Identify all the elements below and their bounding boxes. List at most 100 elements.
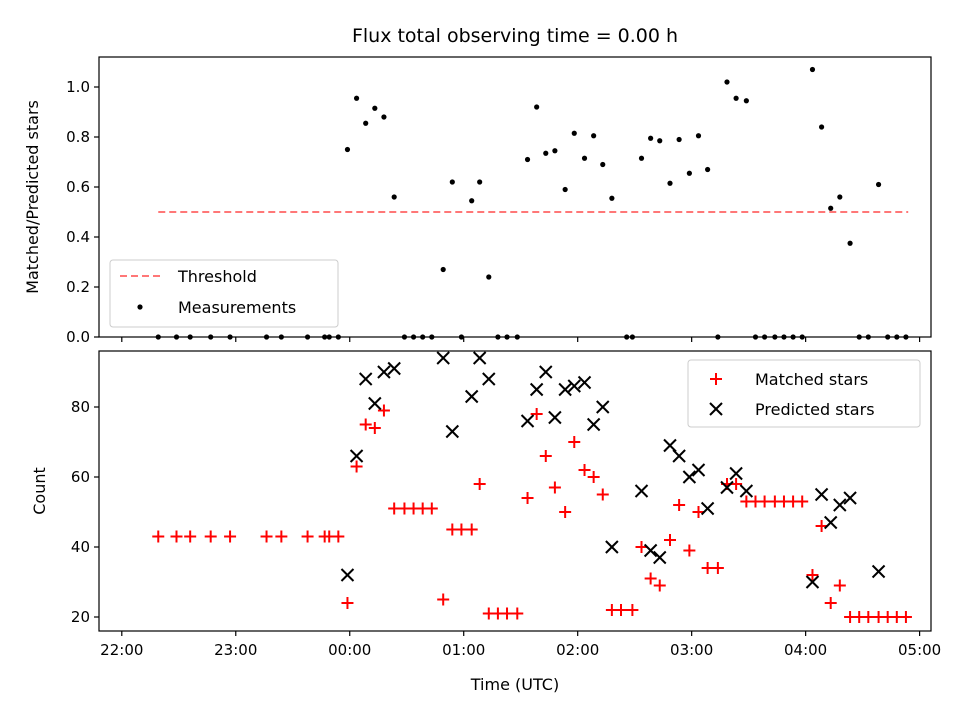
predicted-stars-point: [739, 484, 754, 498]
predicted-stars-point: [368, 396, 382, 411]
measurement-point: [543, 150, 549, 156]
matched-stars-point: [437, 593, 450, 606]
predicted-stars-point: [567, 379, 581, 393]
measurement-point: [344, 146, 351, 153]
matched-stars-point: [368, 422, 381, 434]
matched-stars-point: [170, 530, 183, 543]
measurement-point: [724, 79, 730, 85]
legend-measurements-swatch: [137, 304, 143, 310]
predicted-stars-point: [682, 470, 697, 484]
legend-matched-swatch: [710, 373, 722, 385]
measurement-point: [534, 104, 540, 110]
legend-predicted-label: Predicted stars: [755, 400, 875, 419]
measurement-point: [552, 148, 558, 154]
top-y-tick-label: 0.6: [66, 178, 90, 196]
matched-stars-point: [559, 506, 572, 518]
matched-stars-point: [152, 530, 165, 543]
top-legend-box: [109, 259, 339, 328]
matched-stars-point: [578, 464, 591, 476]
x-tick-label: 05:00: [898, 641, 941, 659]
measurement-point: [837, 194, 843, 200]
predicted-stars-point: [558, 382, 572, 397]
matched-stars-point: [796, 495, 809, 508]
measurement-point: [477, 179, 483, 185]
measurement-point: [571, 130, 577, 136]
legend-measurements-label: Measurements: [178, 298, 296, 317]
matched-stars-point: [332, 530, 345, 543]
bottom-series-matched-stars: [152, 404, 912, 623]
predicted-stars-point: [358, 372, 373, 386]
predicted-stars-point: [605, 540, 619, 554]
measurement-point: [648, 135, 654, 141]
measurement-point: [733, 95, 739, 101]
top-x-ticks: [121, 337, 921, 342]
matched-stars-point: [683, 544, 696, 557]
predicted-stars-point: [482, 372, 496, 386]
predicted-stars-point: [548, 410, 562, 425]
bottom-y-tick-label: 80: [71, 398, 90, 416]
predicted-stars-point: [653, 550, 667, 565]
top-y-tick-label: 0.4: [66, 228, 90, 246]
measurement-point: [875, 181, 882, 188]
matched-stars-point: [455, 523, 468, 536]
matched-stars-point: [377, 404, 390, 417]
measurement-point: [353, 95, 360, 101]
measurement-point: [676, 136, 682, 143]
matched-stars-point: [711, 562, 724, 574]
measurement-point: [638, 155, 645, 161]
x-tick-label: 03:00: [670, 641, 713, 659]
matched-stars-point: [730, 478, 743, 490]
top-y-tick-label: 0.8: [66, 128, 90, 146]
matched-stars-point: [653, 579, 666, 592]
measurement-point: [440, 266, 446, 273]
matched-stars-point: [341, 597, 354, 609]
matched-stars-point: [568, 436, 581, 448]
bottom-y-ticks: 20 40 60 80: [71, 398, 99, 626]
predicted-stars-point: [823, 515, 838, 530]
top-y-ticks: 0.0 0.2 0.4 0.6 0.8 1.0: [66, 78, 99, 346]
measurement-point: [449, 179, 455, 185]
measurement-point: [469, 198, 475, 204]
top-y-tick-label: 1.0: [66, 78, 90, 96]
matched-stars-point: [635, 541, 648, 553]
predicted-stars-point: [529, 382, 544, 397]
measurement-point: [743, 98, 749, 104]
matched-stars-point: [614, 604, 627, 616]
matched-stars-point: [425, 502, 438, 515]
top-y-tick-label: 0.0: [66, 328, 90, 346]
x-tick-label: 02:00: [556, 641, 599, 659]
matched-stars-point: [301, 530, 314, 543]
bottom-y-tick-label: 40: [71, 538, 90, 556]
top-panel: 0.0 0.2 0.4 0.6 0.8 1.0 Matched/Predicted sta…: [23, 56, 932, 346]
predicted-stars-point: [814, 487, 829, 502]
measurement-point: [591, 133, 597, 139]
measurement-point: [667, 180, 673, 186]
predicted-stars-point: [634, 484, 649, 498]
x-tick-label: 00:00: [328, 641, 371, 659]
matched-stars-point: [596, 488, 609, 501]
measurement-point: [828, 205, 834, 211]
matched-stars-point: [899, 611, 912, 623]
predicted-stars-point: [833, 498, 847, 512]
matched-stars-point: [644, 572, 657, 585]
predicted-stars-point: [843, 491, 857, 505]
matched-stars-point: [664, 534, 677, 546]
bottom-y-axis-label: Count: [30, 467, 49, 515]
x-tick-label: 22:00: [100, 641, 143, 659]
predicted-stars-point: [596, 400, 610, 414]
measurement-point: [381, 114, 387, 120]
matched-stars-point: [701, 562, 714, 574]
x-tick-label: 23:00: [214, 641, 257, 659]
bottom-y-tick-label: 20: [71, 608, 90, 626]
measurement-point: [695, 133, 702, 139]
bottom-legend: Matched stars Predicted stars: [687, 359, 921, 428]
measurement-point: [372, 105, 378, 111]
legend-threshold-label: Threshold: [177, 267, 257, 286]
top-y-tick-label: 0.2: [66, 278, 90, 296]
matched-stars-point: [824, 597, 837, 609]
predicted-stars-point: [539, 365, 553, 379]
matched-stars-point: [862, 611, 875, 623]
matched-stars-point: [692, 506, 705, 518]
